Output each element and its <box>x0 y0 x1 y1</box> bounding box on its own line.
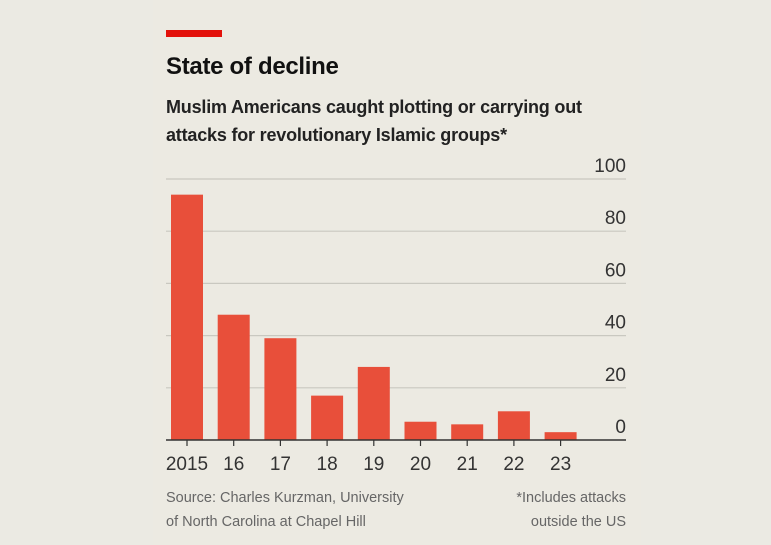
y-tick-label: 40 <box>605 313 626 334</box>
x-tick-label: 18 <box>317 454 338 475</box>
bar <box>217 314 250 440</box>
chart-title: State of decline <box>166 53 339 80</box>
x-tick-label: 23 <box>550 454 571 475</box>
bar <box>171 194 203 440</box>
x-tick-label: 16 <box>223 454 244 475</box>
footnote: *Includes attacks outside the US <box>426 486 626 534</box>
bar <box>357 366 390 440</box>
x-tick-label: 19 <box>363 454 384 475</box>
bar <box>544 432 577 440</box>
y-tick-label: 0 <box>615 417 626 438</box>
bar <box>311 395 344 440</box>
chart-subtitle: Muslim Americans caught plotting or carr… <box>166 97 582 145</box>
brand-accent-bar <box>166 30 222 37</box>
y-tick-label: 60 <box>605 260 626 281</box>
bar <box>264 338 297 440</box>
source-note: Source: Charles Kurzman, University of N… <box>166 486 404 534</box>
footnote-line: *Includes attacks <box>516 490 626 506</box>
chart-card <box>153 0 641 545</box>
x-tick-label: 22 <box>503 454 524 475</box>
footnote-line: outside the US <box>530 514 626 530</box>
bar <box>497 411 530 440</box>
source-line: of North Carolina at Chapel Hill <box>166 514 366 530</box>
y-tick-label: 20 <box>605 365 626 386</box>
x-tick-label: 17 <box>270 454 291 475</box>
bar <box>451 424 484 440</box>
y-tick-label: 80 <box>605 208 626 229</box>
bar <box>404 421 437 440</box>
x-tick-label: 20 <box>410 454 431 475</box>
x-tick-label: 2015 <box>166 454 208 475</box>
x-tick-label: 21 <box>457 454 478 475</box>
source-line: Source: Charles Kurzman, University <box>166 490 404 506</box>
y-tick-label: 100 <box>594 156 626 177</box>
